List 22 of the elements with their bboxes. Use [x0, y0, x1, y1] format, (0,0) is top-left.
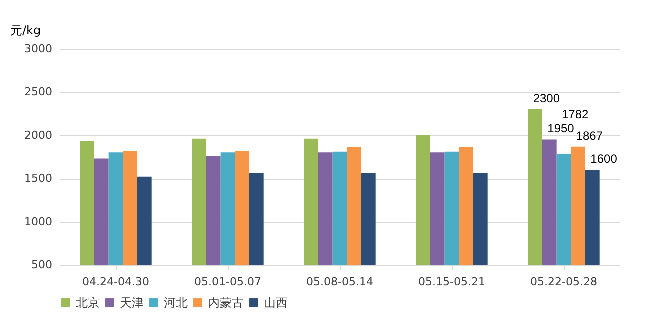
data-label: 2300 [533, 91, 560, 106]
legend-label: 天津 [120, 296, 144, 310]
x-tick-label: 05.15-05.21 [418, 276, 486, 288]
y-tick-label: 1500 [24, 172, 52, 186]
data-label: 1950 [548, 122, 575, 136]
legend-label: 山西 [264, 296, 288, 310]
y-axis-title: 元/kg [10, 24, 42, 38]
legend-label: 内蒙古 [208, 296, 244, 310]
x-tick-label: 05.22-05.28 [530, 276, 598, 288]
x-tick-label: 04.24-04.30 [82, 276, 150, 288]
x-tick-label: 05.08-05.14 [306, 276, 374, 288]
data-label: 1782 [562, 108, 590, 122]
y-tick-label: 3000 [24, 42, 52, 56]
x-tick-label: 05.01-05.07 [194, 276, 262, 288]
legend-label: 北京 [76, 296, 100, 310]
y-tick-label: 1000 [24, 215, 52, 228]
legend-label: 河北 [164, 296, 188, 310]
y-tick-label: 2000 [24, 128, 52, 142]
y-tick-label: 500 [32, 258, 52, 272]
y-tick-label: 2500 [24, 86, 52, 99]
data-label: 1867 [576, 128, 604, 143]
data-label: 1600 [590, 152, 618, 166]
